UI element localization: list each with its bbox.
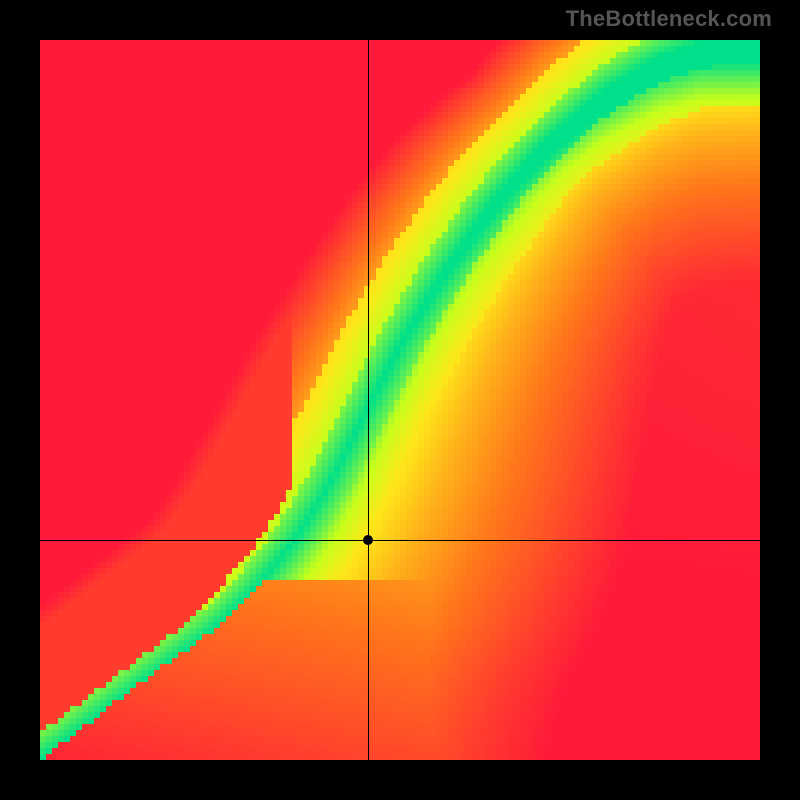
crosshair-horizontal	[40, 540, 760, 541]
chart-container: TheBottleneck.com	[0, 0, 800, 800]
heatmap-canvas	[40, 40, 760, 760]
plot-area	[40, 40, 760, 760]
crosshair-vertical	[368, 40, 369, 760]
watermark-text: TheBottleneck.com	[566, 6, 772, 32]
marker-dot	[363, 535, 373, 545]
